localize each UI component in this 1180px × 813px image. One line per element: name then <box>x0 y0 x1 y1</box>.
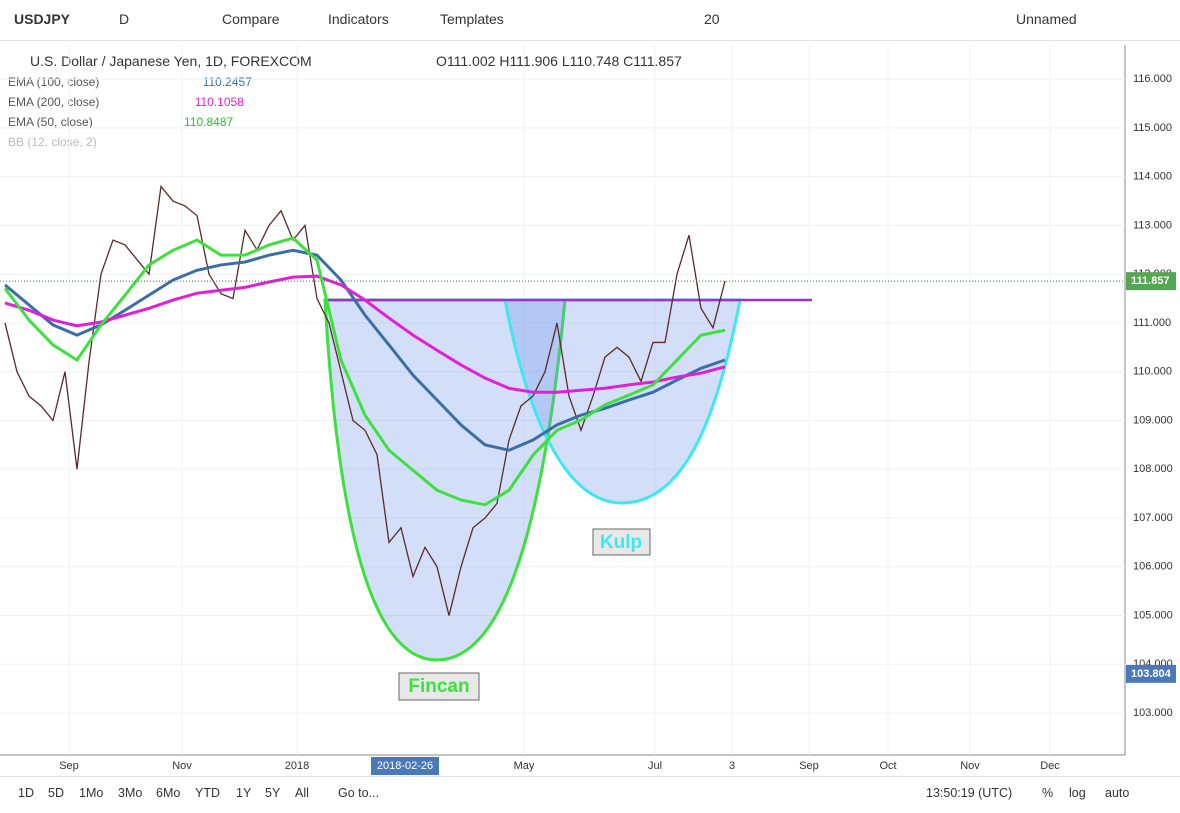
range[interactable]: 5D <box>48 786 64 800</box>
templates-button[interactable]: Templates <box>440 11 504 27</box>
price-tag-label: 111.857 <box>1131 275 1170 287</box>
range[interactable]: 5Y <box>265 786 281 800</box>
x-tick-label: Jul <box>648 760 662 772</box>
label: EMA (200, close) <box>8 95 100 109</box>
line <box>4 274 726 394</box>
ema-legend: EMA (100, close) 110.2457 <box>8 75 252 89</box>
line <box>4 184 726 616</box>
label: L <box>561 53 570 69</box>
x-tick-label: Nov <box>172 760 192 772</box>
font-size[interactable]: 20 <box>704 11 720 27</box>
value: 110.748 <box>569 53 620 69</box>
date-highlight <box>371 757 439 775</box>
y-tick-label: 111.000 <box>1133 317 1171 329</box>
symbol[interactable]: USDJPY <box>14 11 71 27</box>
value: 111.906 <box>509 53 558 69</box>
range[interactable]: 1Mo <box>79 786 104 800</box>
line <box>4 248 726 452</box>
label: EMA (50, close) <box>8 115 93 129</box>
x-tick-label: 2018-02-26 <box>377 760 433 772</box>
range[interactable]: 6Mo <box>156 786 181 800</box>
toolbar: USDJPY D Compare Indicators Templates 20… <box>0 0 1180 41</box>
value: 110.1058 <box>194 95 244 109</box>
price-tag <box>1126 272 1176 291</box>
label: O <box>436 53 447 69</box>
range[interactable]: YTD <box>195 786 220 800</box>
value: 110.2457 <box>202 75 252 89</box>
y-tick-label: 113.000 <box>1133 219 1172 231</box>
chart-title: U.S. Dollar / Japanese Yen, 1D, FOREXCOM <box>30 53 312 69</box>
y-tick-label: 110.000 <box>1133 366 1172 378</box>
price-tag-label: 103.804 <box>1131 668 1172 680</box>
interval[interactable]: D <box>119 11 130 27</box>
range[interactable]: 1D <box>18 786 34 800</box>
y-tick-label: 106.000 <box>1133 561 1173 573</box>
y-tick-label: 105.000 <box>1133 609 1173 621</box>
ema-legend: EMA (50, close) 110.8487 <box>8 115 233 129</box>
range[interactable]: All <box>295 786 309 800</box>
percent-toggle[interactable]: % <box>1042 786 1054 800</box>
bottom-bar: 1D 5D 1Mo 3Mo 6Mo YTD 1Y 5Y All Go to...… <box>0 776 1180 813</box>
ohlc: O111.002 H111.906 L110.748 C111.857 <box>436 53 682 69</box>
goto[interactable]: Go to... <box>338 786 379 800</box>
y-tick-label: 114.000 <box>1133 171 1172 183</box>
indicators-button[interactable]: Indicators <box>328 11 389 27</box>
annotation: Fincan <box>408 676 469 697</box>
y-tick-label: 107.000 <box>1133 512 1173 524</box>
layout-name[interactable]: Unnamed <box>1016 11 1077 27</box>
annotation-box <box>592 528 651 556</box>
range[interactable]: 3Mo <box>118 786 143 800</box>
log-toggle[interactable]: log <box>1069 786 1086 800</box>
chart: Fincan Kulp 103.000104.000105.000106.000… <box>0 45 1176 775</box>
y-tick-label: 103.000 <box>1133 707 1173 719</box>
value: 111.857 <box>633 53 682 69</box>
x-tick-label: Oct <box>879 760 896 772</box>
compare-button[interactable]: Compare <box>222 11 280 27</box>
bb-legend: BB (12, close, 2) <box>8 135 97 149</box>
x-tick-label: Sep <box>59 760 79 772</box>
x-tick-label: Sep <box>799 760 819 772</box>
x-tick-label: Nov <box>960 760 980 772</box>
line <box>3 236 726 507</box>
y-tick-label: 115.000 <box>1133 122 1172 134</box>
y-tick-label: 116.000 <box>1133 73 1172 85</box>
label: C <box>623 53 634 69</box>
y-tick-label: 108.000 <box>1133 463 1173 475</box>
x-tick-label: May <box>514 760 535 772</box>
annotation: Kulp <box>600 532 642 553</box>
x-tick-label: 3 <box>729 760 735 772</box>
label: H <box>499 53 510 69</box>
ema-legend: EMA (200, close) 110.1058 <box>8 95 244 109</box>
value: 110.8487 <box>184 115 234 129</box>
price-tag <box>1126 664 1176 683</box>
annotation-box <box>398 672 480 701</box>
label: EMA (100, close) <box>8 75 100 89</box>
value: 111.002 <box>446 53 496 69</box>
range[interactable]: 1Y <box>236 786 252 800</box>
y-tick-label: 109.000 <box>1133 414 1173 426</box>
x-tick-label: Dec <box>1040 760 1060 772</box>
x-tick-label: 2018 <box>285 760 309 772</box>
auto-toggle[interactable]: auto <box>1105 786 1130 800</box>
cup-shape <box>323 298 567 662</box>
clock: 13:50:19 (UTC) <box>926 786 1013 800</box>
